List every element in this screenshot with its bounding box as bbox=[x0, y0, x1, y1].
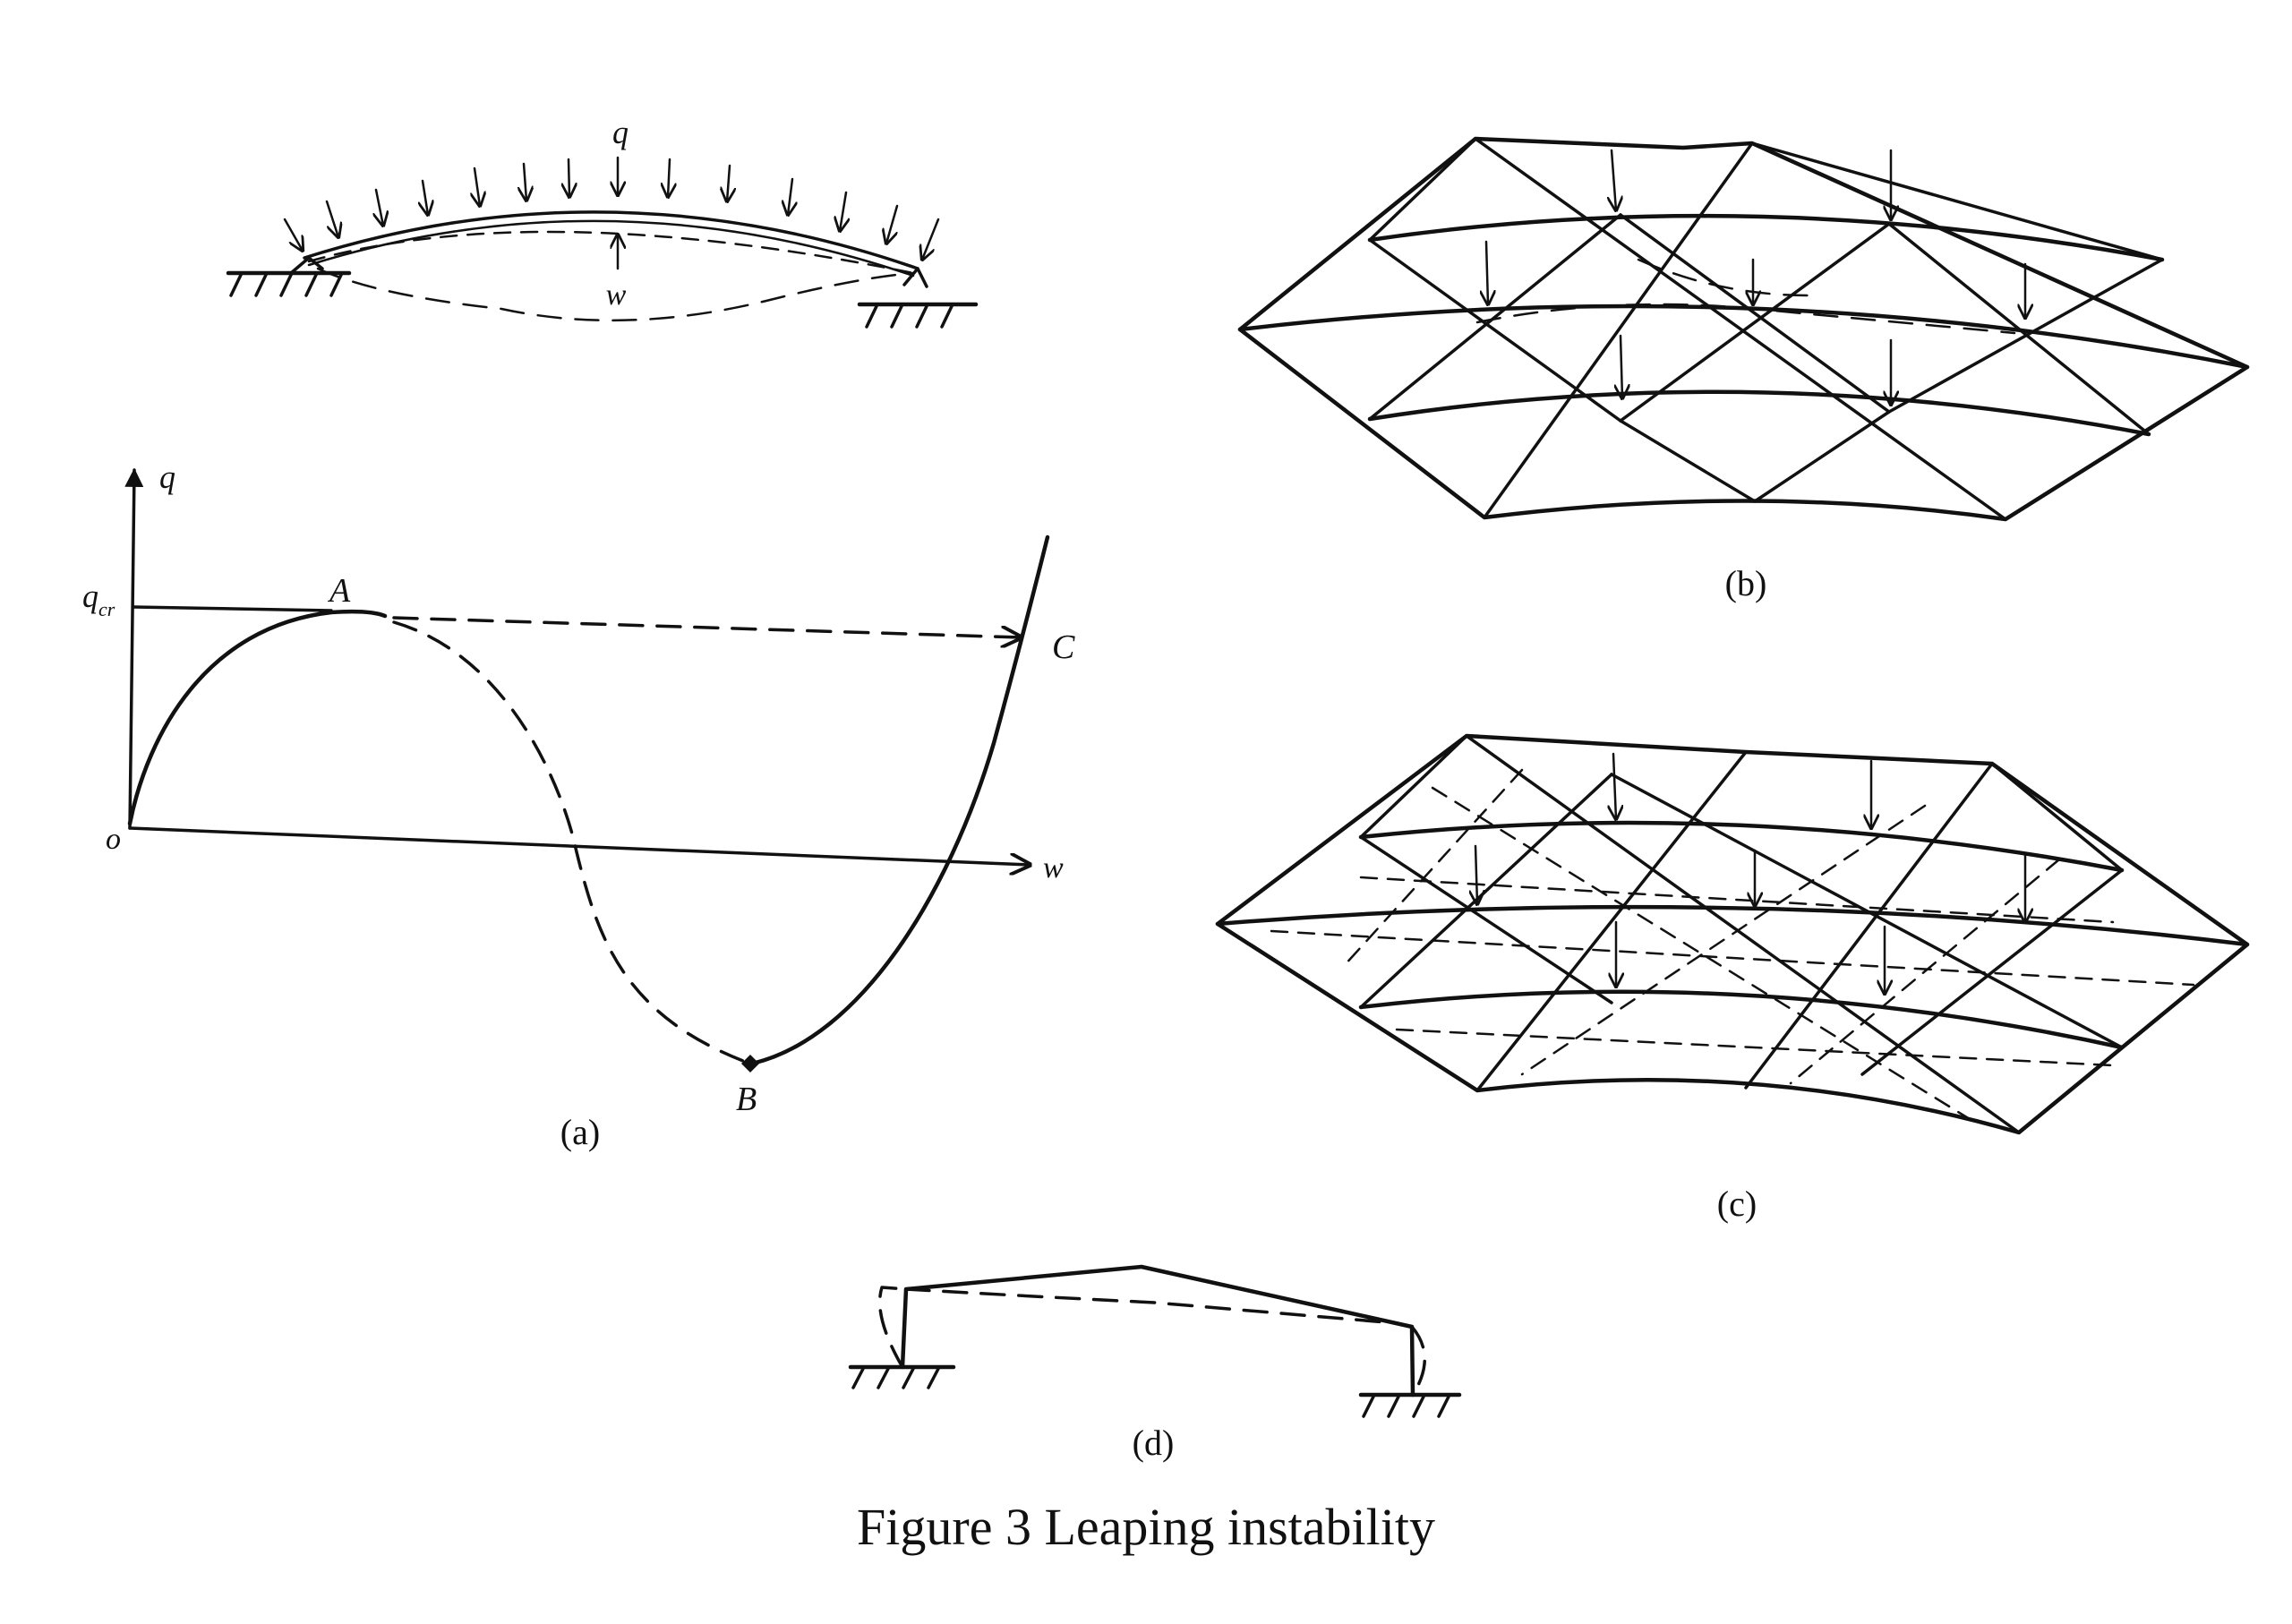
caption-b: (b) bbox=[1725, 563, 1767, 603]
q-axis-label: q bbox=[159, 459, 175, 495]
qcr-line bbox=[133, 605, 333, 612]
distributed-load-arrows bbox=[283, 156, 940, 260]
point-b-marker bbox=[741, 1055, 759, 1073]
chord-c-1 bbox=[1358, 820, 2125, 873]
caption-d: (d) bbox=[1133, 1423, 1175, 1463]
chord-c-2 bbox=[1215, 904, 2250, 947]
support-right bbox=[902, 267, 928, 288]
ground-hatch-d bbox=[851, 1365, 1451, 1418]
chord-b-3 bbox=[1367, 389, 2151, 437]
chord-b-2 bbox=[1237, 303, 2250, 370]
load-label: q bbox=[612, 115, 629, 150]
qcr-label: qcr bbox=[82, 578, 115, 620]
portal-frame-d bbox=[848, 1264, 1462, 1418]
branch-bc bbox=[749, 534, 1050, 1066]
branch-oa bbox=[127, 609, 388, 826]
frame-sway-right bbox=[1410, 1325, 1426, 1397]
support-left bbox=[289, 256, 324, 275]
frame-sway-left bbox=[877, 1286, 908, 1369]
caption-c: (c) bbox=[1717, 1184, 1757, 1224]
point-b-label: B bbox=[736, 1081, 757, 1118]
frame-sway-beam bbox=[904, 1287, 1398, 1325]
lattice-shell-c bbox=[1215, 733, 2250, 1135]
w-axis-label: w bbox=[1043, 851, 1064, 885]
ground-hatch-left bbox=[229, 271, 344, 297]
load-arrows-b bbox=[1486, 149, 2025, 405]
chord-b-1 bbox=[1367, 213, 2165, 262]
arch-buckled-lower bbox=[316, 267, 915, 322]
caption-a: (a) bbox=[560, 1112, 600, 1152]
arch-sketch: q w bbox=[226, 115, 979, 329]
point-a-label: A bbox=[327, 572, 351, 610]
origin-label: o bbox=[106, 823, 121, 856]
outline-b bbox=[1237, 136, 2250, 522]
deflection-label: w bbox=[606, 278, 627, 312]
frame-solid bbox=[900, 1264, 1415, 1397]
arch-buckled-upper bbox=[307, 230, 915, 275]
bottom-layer-c bbox=[1270, 768, 2195, 1121]
outline-c bbox=[1215, 733, 2250, 1135]
point-c-label: C bbox=[1052, 628, 1075, 666]
load-arrows-c bbox=[1475, 752, 2025, 994]
w-axis bbox=[128, 826, 1030, 865]
buckle-b bbox=[1475, 303, 2016, 335]
snap-jump-line bbox=[392, 616, 1021, 637]
chord-c-3 bbox=[1358, 989, 2125, 1050]
lattice-shell-b bbox=[1237, 136, 2250, 522]
arch-outer bbox=[303, 210, 919, 270]
load-deflection-graph: q w o qcr A B C bbox=[82, 459, 1075, 1118]
figure-caption: Figure 3 Leaping instability bbox=[857, 1498, 1435, 1556]
arch-inner bbox=[307, 219, 915, 278]
q-axis bbox=[124, 467, 144, 830]
ground-hatch-right bbox=[865, 303, 954, 329]
